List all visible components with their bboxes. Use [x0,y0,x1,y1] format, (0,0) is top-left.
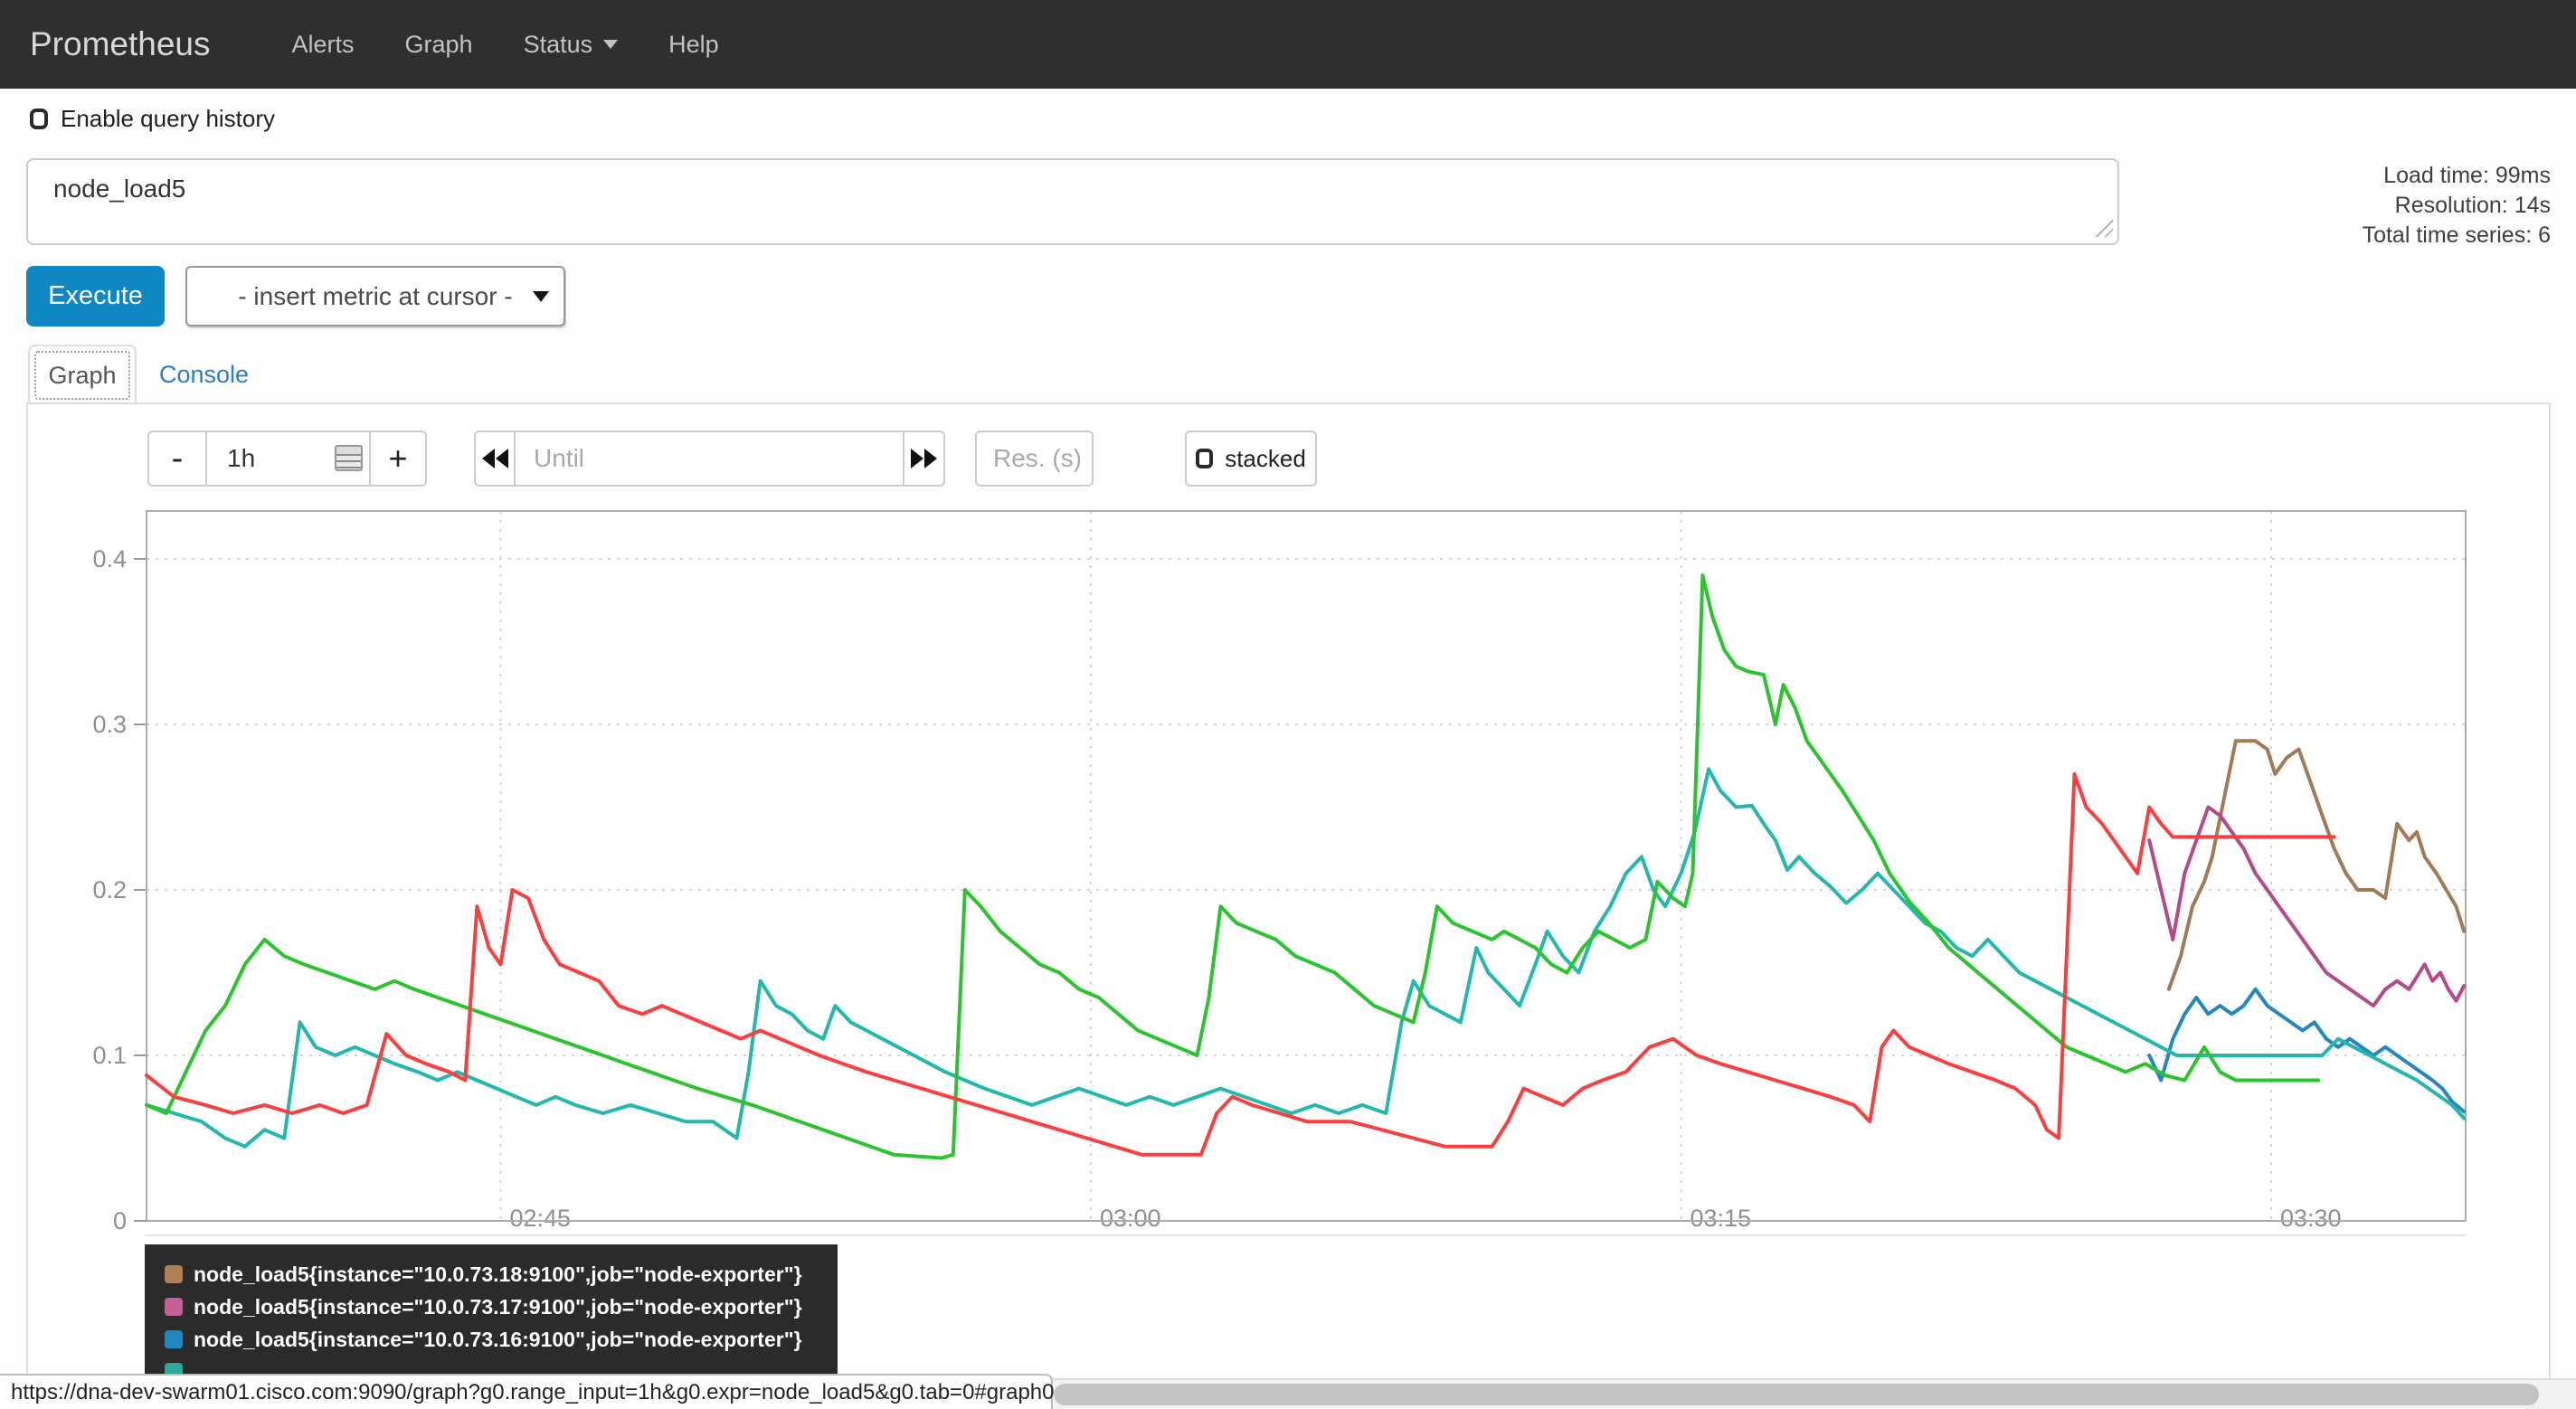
resolution-input[interactable] [975,430,1094,487]
query-expression-input[interactable]: node_load5 [26,158,2119,245]
svg-text:03:00: 03:00 [1100,1205,1161,1232]
graph-panel [26,402,2551,1409]
app-brand[interactable]: Prometheus [30,25,211,62]
svg-text:02:45: 02:45 [510,1205,572,1232]
nav-item-graph[interactable]: Graph [404,30,473,58]
query-history-label: Enable query history [61,105,276,132]
calendar-icon[interactable] [335,445,363,471]
rewind-button[interactable] [474,430,516,487]
scrollbar-thumb[interactable] [1054,1384,2539,1405]
legend-label: node_load5{instance="10.0.73.17:9100",jo… [194,1294,802,1319]
svg-text:03:30: 03:30 [2280,1205,2342,1232]
legend-label: node_load5{instance="10.0.73.18:9100",jo… [194,1262,802,1286]
svg-text:0.2: 0.2 [92,876,127,903]
svg-text:0: 0 [113,1207,127,1234]
stacked-toggle[interactable]: stacked [1185,430,1317,487]
execute-button[interactable]: Execute [26,266,165,326]
nav-item-help[interactable]: Help [668,30,719,58]
insert-metric-select[interactable]: - insert metric at cursor - [185,266,565,326]
status-bar-url: https://dna-dev-swarm01.cisco.com:9090/g… [0,1374,1055,1409]
tab-graph[interactable]: Graph [28,345,137,404]
until-input[interactable] [514,430,904,487]
fast-forward-button[interactable] [903,430,945,487]
legend-swatch-icon [165,1265,183,1283]
load-time: Load time: 99ms [2383,163,2551,188]
svg-text:0.1: 0.1 [92,1042,127,1069]
range-decrease-button[interactable]: - [147,430,207,487]
svg-text:0.4: 0.4 [92,545,127,572]
legend-label: node_load5{instance="10.0.73.16:9100",jo… [194,1327,802,1351]
nav-item-alerts[interactable]: Alerts [291,30,355,58]
fast-forward-icon [911,449,923,468]
tab-console[interactable]: Console [159,360,250,388]
query-stats: Load time: 99ms Resolution: 14s Total ti… [2363,161,2551,251]
legend-item[interactable]: node_load5{instance="10.0.73.18:9100",jo… [165,1258,838,1291]
caret-down-icon [603,40,619,49]
range-increase-button[interactable]: + [369,430,427,487]
query-expression-wrap: node_load5 [26,158,2119,245]
nav-item-status[interactable]: Status [498,31,644,59]
query-history-checkbox[interactable] [30,109,48,129]
legend-item[interactable]: node_load5{instance="10.0.73.17:9100",jo… [165,1291,838,1323]
legend-swatch-icon [165,1298,183,1316]
graph-canvas[interactable]: 0 0.1 0.2 0.3 0.4 02:45 03:00 03:15 03:30 [0,497,2478,1257]
resolution: Resolution: 14s [2394,193,2551,218]
total-time-series: Total time series: 6 [2362,222,2551,248]
svg-text:0.3: 0.3 [92,711,127,738]
legend-item[interactable]: node_load5{instance="10.0.73.16:9100",jo… [165,1323,838,1356]
rewind-icon [481,449,495,468]
insert-metric-selected-value: - insert metric at cursor - [238,281,513,310]
query-history-row: Enable query history [30,105,275,133]
nav-links: Alerts Graph Status Help [267,31,744,59]
navbar: Prometheus Alerts Graph Status Help [0,0,2576,89]
svg-text:03:15: 03:15 [1690,1205,1752,1232]
select-arrow-icon [533,291,549,302]
stacked-checkbox[interactable] [1196,449,1214,468]
legend-swatch-icon [165,1330,183,1348]
stacked-label: stacked [1225,444,1306,472]
